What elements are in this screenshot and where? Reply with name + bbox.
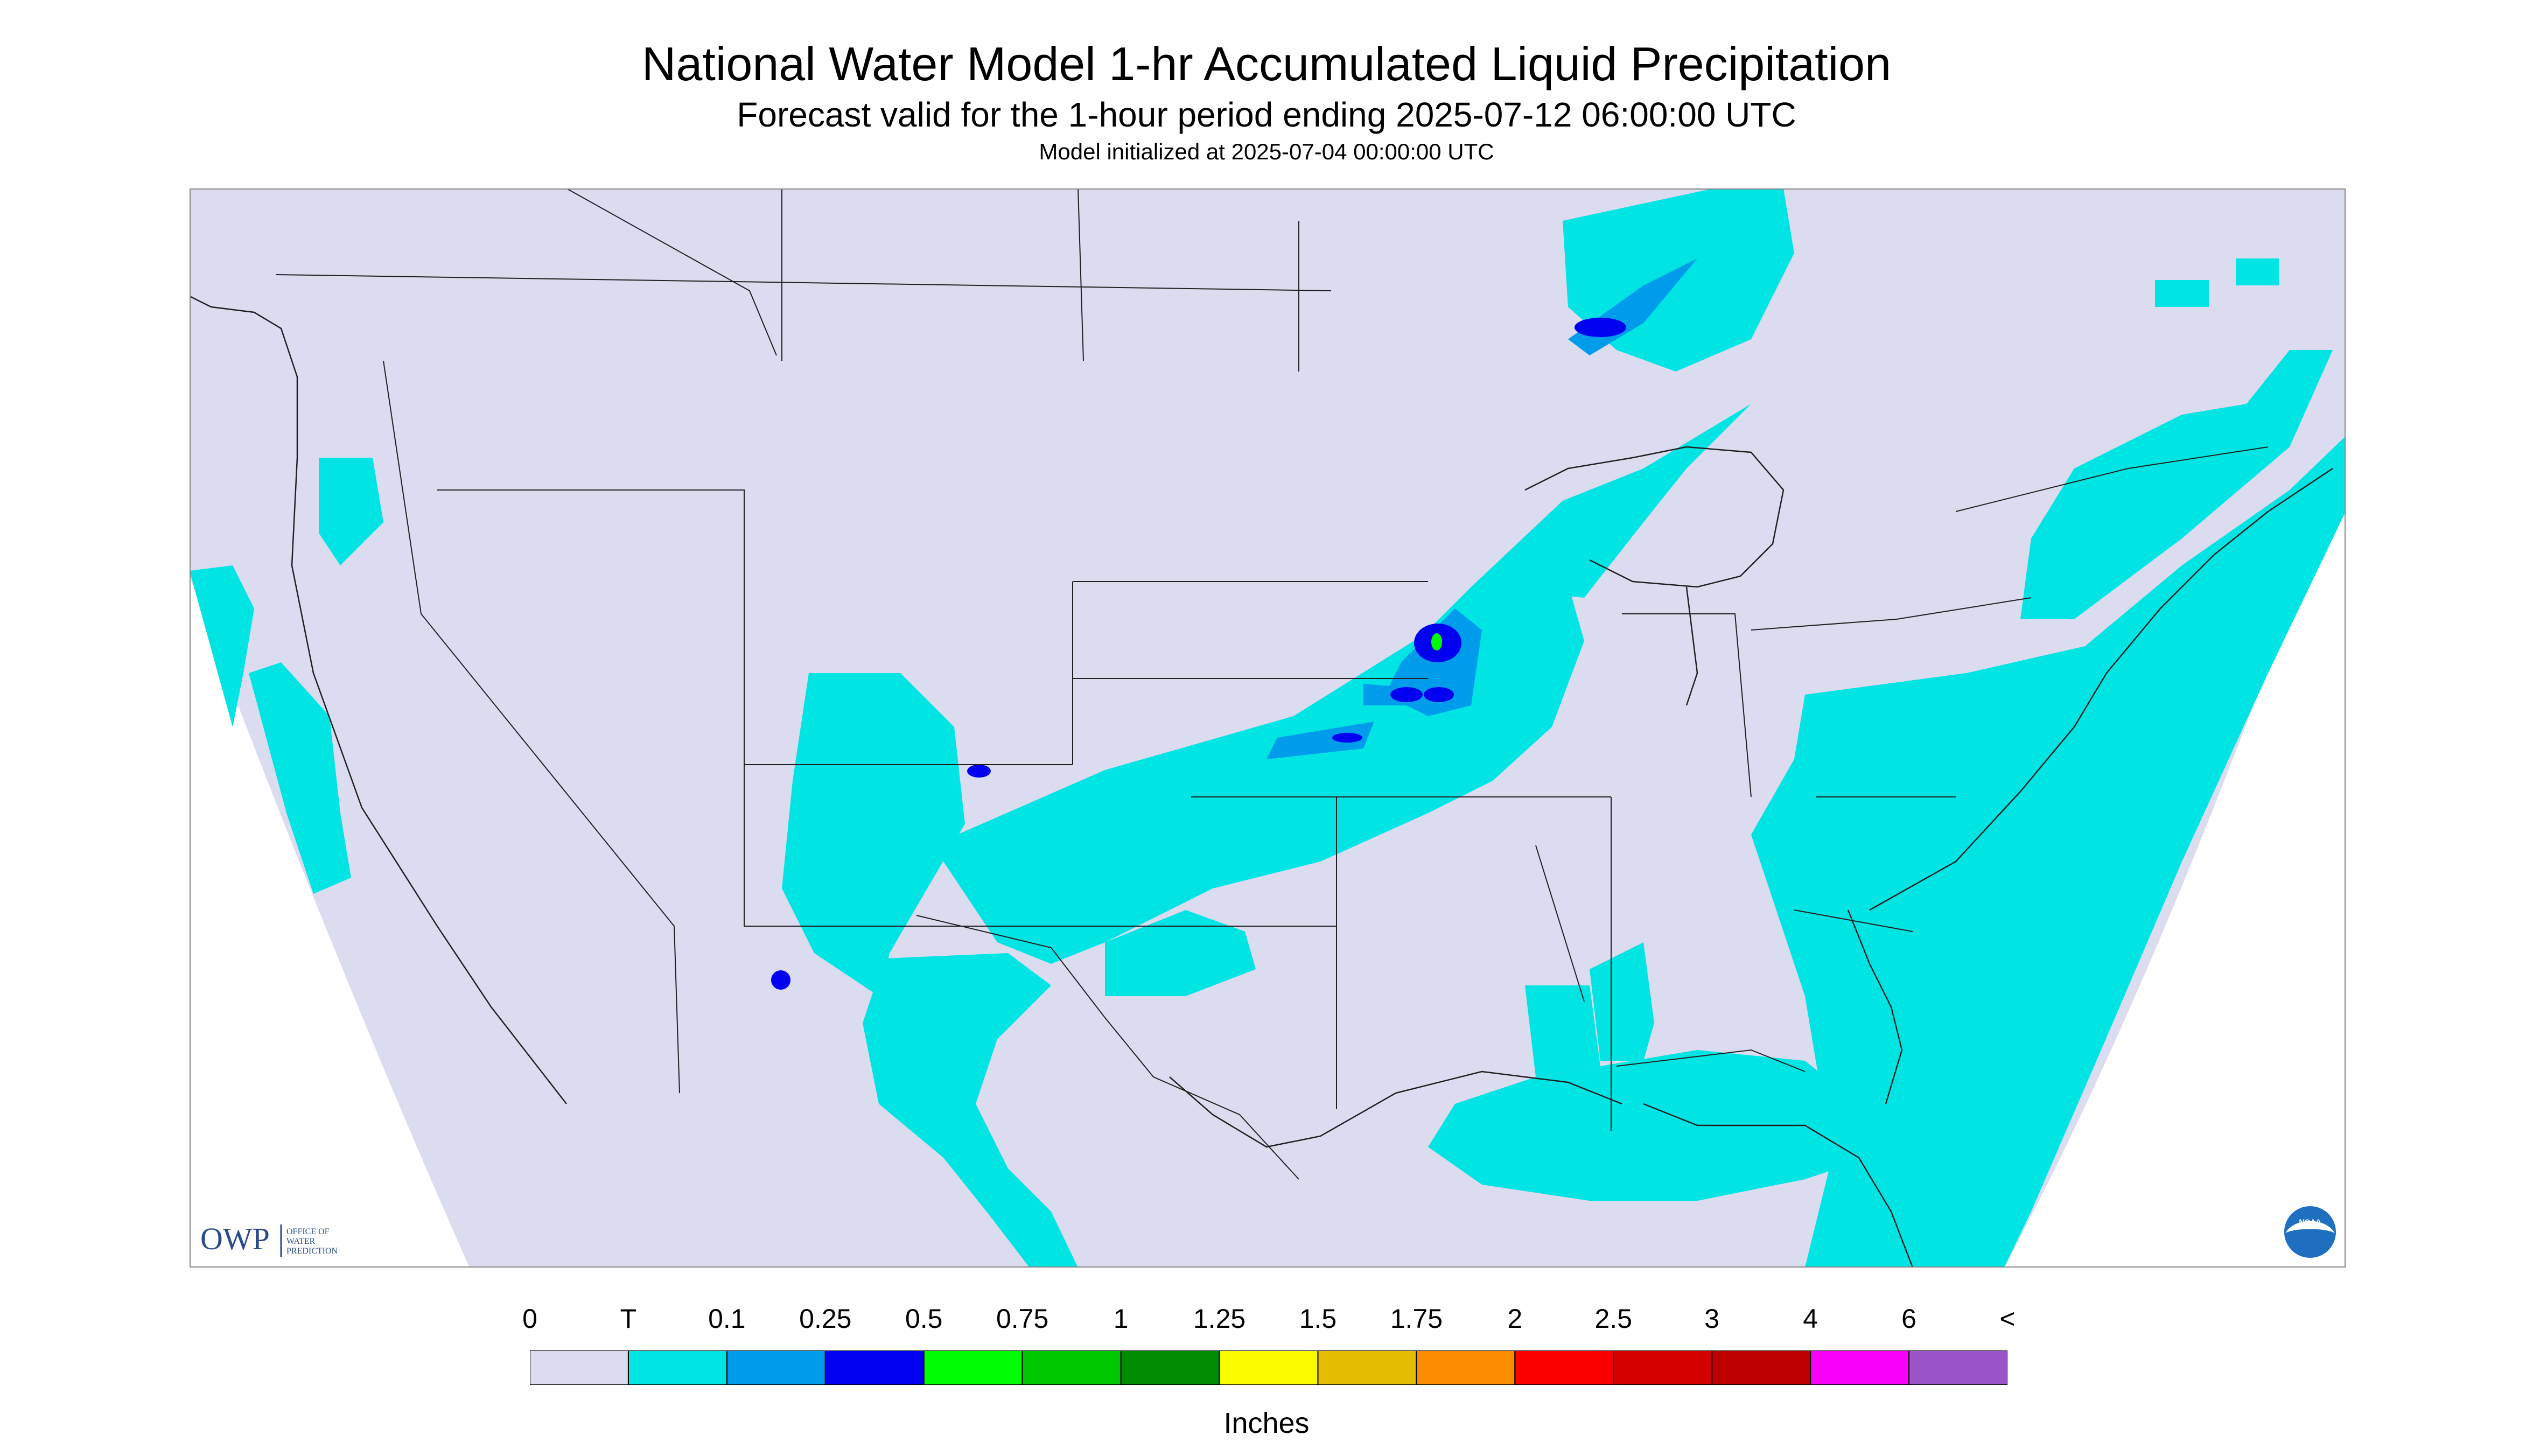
legend-tick-label: 1: [1113, 1304, 1129, 1334]
legend-tick-label: 6: [1901, 1304, 1916, 1334]
owp-logo: OWP OFFICE OF WATER PREDICTION: [200, 1221, 338, 1257]
legend-tick-label: 4: [1803, 1304, 1818, 1334]
legend-tick-label: T: [620, 1304, 637, 1334]
legend-bin-0: [530, 1350, 629, 1385]
legend-colorbar: [530, 1350, 2007, 1385]
legend-tick-label: 3: [1704, 1304, 1720, 1334]
legend-tick-label: <: [1999, 1304, 2016, 1334]
map-title: National Water Model 1-hr Accumulated Li…: [641, 37, 1892, 90]
legend-bin-10: [1514, 1350, 1614, 1385]
legend-bin-11: [1613, 1350, 1713, 1385]
legend-bin-13: [1810, 1350, 1910, 1385]
legend-tick-label: 0.25: [799, 1304, 852, 1334]
legend-bin-14: [1908, 1350, 2007, 1385]
legend-tick-label: 2: [1507, 1304, 1523, 1334]
legend-tick-label: 0.75: [996, 1304, 1049, 1334]
boundary-lines: [275, 188, 2269, 1180]
owp-logo-line-1: OFFICE OF: [286, 1227, 330, 1236]
legend-bin-1: [627, 1350, 727, 1385]
owp-logo-mark: OWP: [200, 1221, 270, 1256]
legend-bin-5: [1021, 1350, 1122, 1385]
legend-bin-8: [1317, 1350, 1417, 1385]
legend-bin-6: [1120, 1350, 1220, 1385]
map-frame: [190, 188, 2346, 1268]
precipitation-map: OWP OFFICE OF WATER PREDICTION NOAA: [190, 188, 2346, 1268]
owp-logo-line-3: PREDICTION: [286, 1247, 338, 1256]
legend-tick-label: 1.25: [1193, 1304, 1246, 1334]
legend-units: Inches: [1223, 1407, 1310, 1439]
legend-bin-3: [824, 1350, 925, 1385]
owp-logo-line-2: WATER: [286, 1237, 316, 1246]
legend-bin-4: [923, 1350, 1023, 1385]
noaa-logo-mark: NOAA: [2299, 1217, 2321, 1226]
legend-tick-label: 0: [522, 1304, 537, 1334]
legend-tick-label: 1.5: [1299, 1304, 1337, 1334]
legend-bin-2: [726, 1350, 826, 1385]
legend-bin-9: [1416, 1350, 1516, 1385]
legend-tick-label: 2.5: [1594, 1304, 1633, 1334]
legend-bin-7: [1219, 1350, 1319, 1385]
coastlines: [190, 295, 2333, 1268]
map-subtitle: Forecast valid for the 1-hour period end…: [737, 95, 1796, 134]
noaa-logo: NOAA: [2282, 1204, 2338, 1260]
outside-domain-right: [2004, 452, 2346, 1268]
legend-bin-12: [1711, 1350, 1811, 1385]
legend-tick-label: 0.1: [708, 1304, 746, 1334]
precip-0.5-areas: [1431, 633, 1442, 650]
outside-domain-left: [190, 576, 470, 1268]
model-init-line: Model initialized at 2025-07-04 00:00:00…: [1039, 139, 1494, 164]
legend-tick-label: 1.75: [1390, 1304, 1443, 1334]
legend-tick-label: 0.5: [905, 1304, 943, 1334]
